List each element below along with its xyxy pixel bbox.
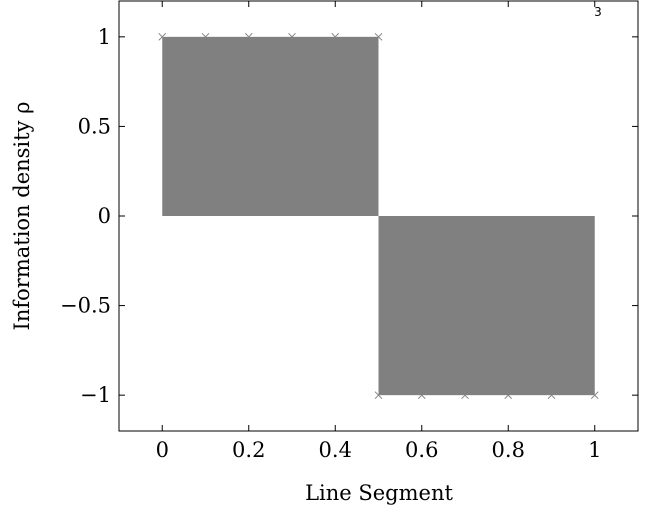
x-tick-label: 1 — [588, 438, 601, 462]
y-tick-label: 0 — [98, 204, 111, 228]
data-point-marker — [504, 391, 513, 400]
data-point-marker — [331, 32, 340, 41]
area-fill — [162, 36, 379, 217]
data-point-marker — [590, 391, 599, 400]
data-point-marker — [374, 391, 383, 400]
x-tick-label: 0 — [156, 438, 169, 462]
y-tick-label: −1 — [80, 383, 111, 407]
area-fill — [378, 216, 595, 396]
y-tick-label: −0.5 — [60, 294, 111, 318]
data-point-marker — [201, 32, 210, 41]
y-tick-label: 1 — [98, 25, 111, 49]
x-tick-labels: 0 0.2 0.4 0.6 0.8 1 — [156, 438, 602, 462]
y-tick-labels: −1 −0.5 0 0.5 1 — [60, 25, 111, 407]
data-point-marker — [417, 391, 426, 400]
y-tick-label: 0.5 — [78, 114, 111, 138]
x-axis-label: Line Segment — [305, 481, 453, 505]
page-number: 3 — [594, 5, 602, 19]
axis-ticks — [119, 1, 638, 431]
x-tick-label: 0.4 — [319, 438, 352, 462]
data-point-marker — [158, 32, 167, 41]
data-point-marker — [461, 391, 469, 400]
data-point-marker — [374, 32, 383, 41]
area-fills — [162, 36, 595, 396]
x-tick-label: 0.6 — [405, 438, 438, 462]
y-axis-label: Information density ρ — [10, 102, 34, 331]
data-markers — [158, 32, 599, 400]
data-point-marker — [244, 32, 253, 41]
plot-frame — [118, 0, 639, 432]
x-tick-label: 0.8 — [492, 438, 525, 462]
data-point-marker — [547, 391, 556, 400]
data-point-marker — [288, 32, 296, 41]
x-tick-label: 0.2 — [232, 438, 265, 462]
